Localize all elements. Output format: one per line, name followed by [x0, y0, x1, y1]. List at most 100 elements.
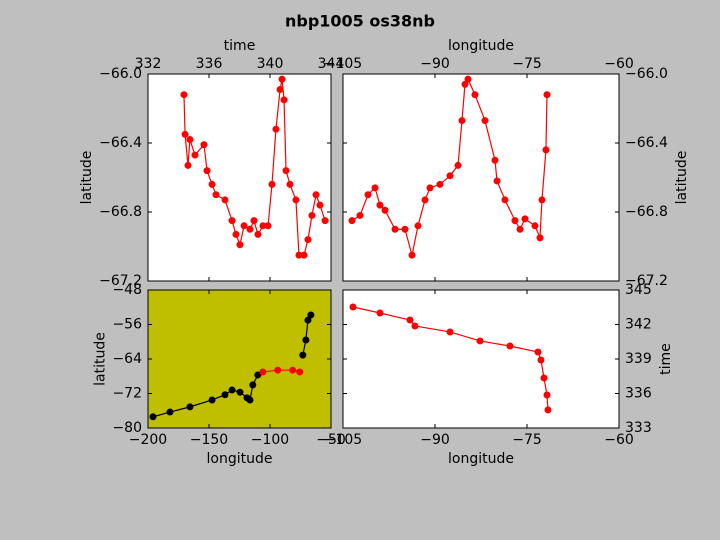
subplot: −105 −90 −75 −60 longitude 333 336 339 342 345 tim…: [324, 282, 674, 467]
y-tick-label: −66.0: [99, 66, 142, 82]
track-point: [307, 311, 315, 319]
track-point: [534, 348, 542, 356]
x-axis-label: longitude: [448, 38, 514, 54]
track-point: [299, 351, 307, 359]
track-point: [286, 180, 294, 188]
x-tick-label: 340: [257, 56, 284, 72]
track-point: [232, 230, 240, 238]
track-point: [184, 161, 192, 169]
track-point: [543, 91, 551, 99]
track-point: [212, 191, 220, 199]
track-point: [421, 196, 429, 204]
plot-content: [348, 75, 551, 259]
subplot: −105 −90 −75 −60 longitude −66.0 −66.4 −66.8 −67…: [324, 38, 690, 289]
track-point: [391, 225, 399, 233]
track-point: [536, 234, 544, 242]
track-point: [493, 177, 501, 185]
track-point: [208, 396, 216, 404]
y-tick-label: −72: [112, 386, 142, 402]
y-tick-label: 333: [625, 420, 652, 436]
x-tick-label: 344: [318, 56, 345, 72]
track-point: [280, 96, 288, 104]
x-axis-label: longitude: [448, 451, 514, 467]
x-tick-label: −75: [512, 432, 542, 448]
track-point: [272, 125, 280, 133]
track-point: [321, 217, 329, 225]
track-point: [296, 368, 304, 376]
track-point: [259, 368, 267, 376]
track-point: [264, 222, 272, 230]
track-point: [543, 391, 551, 399]
plot-content: [180, 75, 329, 259]
y-tick-label: −67.2: [625, 273, 668, 289]
x-tick-label: −60: [604, 56, 634, 72]
track-point: [304, 316, 312, 324]
y-tick-label: −56: [112, 317, 142, 333]
frame: [147, 73, 332, 282]
track-point: [300, 251, 308, 259]
track-point: [316, 201, 324, 209]
track-point: [203, 167, 211, 175]
track-point: [282, 167, 290, 175]
y-axis-label: time: [658, 343, 674, 375]
track-point: [312, 191, 320, 199]
track-point: [221, 391, 229, 399]
track-point: [191, 151, 199, 159]
track-point: [236, 241, 244, 249]
track-point: [236, 388, 244, 396]
track-point: [246, 396, 254, 404]
track-point: [249, 381, 257, 389]
x-tick-label: −105: [324, 432, 362, 448]
track-point: [278, 75, 286, 83]
track-point: [538, 196, 546, 204]
track-point: [458, 117, 466, 125]
track-point: [476, 337, 484, 345]
track-point: [186, 136, 194, 144]
track-point: [254, 230, 262, 238]
y-tick-label: 336: [625, 386, 652, 402]
track-point: [274, 366, 282, 374]
y-tick-label: −66.0: [625, 66, 668, 82]
y-tick-label: −66.4: [99, 135, 142, 151]
track-point: [228, 386, 236, 394]
x-tick-label: 332: [135, 56, 162, 72]
track-point: [221, 196, 229, 204]
track-point: [537, 356, 545, 364]
track-point: [491, 156, 499, 164]
track-point: [349, 303, 357, 311]
x-axis-label: longitude: [207, 451, 273, 467]
frame: [342, 73, 620, 282]
track-point: [246, 225, 254, 233]
figure-title: nbp1005 os38nb: [285, 12, 435, 31]
track-point: [304, 236, 312, 244]
track-point: [356, 211, 364, 219]
plot-area: [343, 74, 619, 281]
y-axis-label: latitude: [79, 151, 95, 205]
track-point: [292, 196, 300, 204]
y-tick-label: −80: [112, 420, 142, 436]
track-point: [364, 191, 372, 199]
track-point: [408, 251, 416, 259]
track-point: [426, 184, 434, 192]
track-point: [254, 371, 262, 379]
track-point: [381, 206, 389, 214]
track-point: [348, 217, 356, 225]
track-point: [289, 366, 297, 374]
y-tick-label: −66.4: [625, 135, 668, 151]
y-tick-label: 345: [625, 282, 652, 298]
x-tick-label: −90: [420, 56, 450, 72]
track-point: [268, 180, 276, 188]
x-axis-label: time: [224, 38, 256, 54]
track-point: [542, 146, 550, 154]
y-axis-label: latitude: [674, 151, 690, 205]
track-point: [461, 80, 469, 88]
y-tick-label: −64: [112, 351, 142, 367]
track-point: [464, 75, 472, 83]
track-point: [376, 201, 384, 209]
track-point: [436, 180, 444, 188]
track-point: [166, 408, 174, 416]
track-point: [411, 322, 419, 330]
plot-area: [148, 74, 331, 281]
